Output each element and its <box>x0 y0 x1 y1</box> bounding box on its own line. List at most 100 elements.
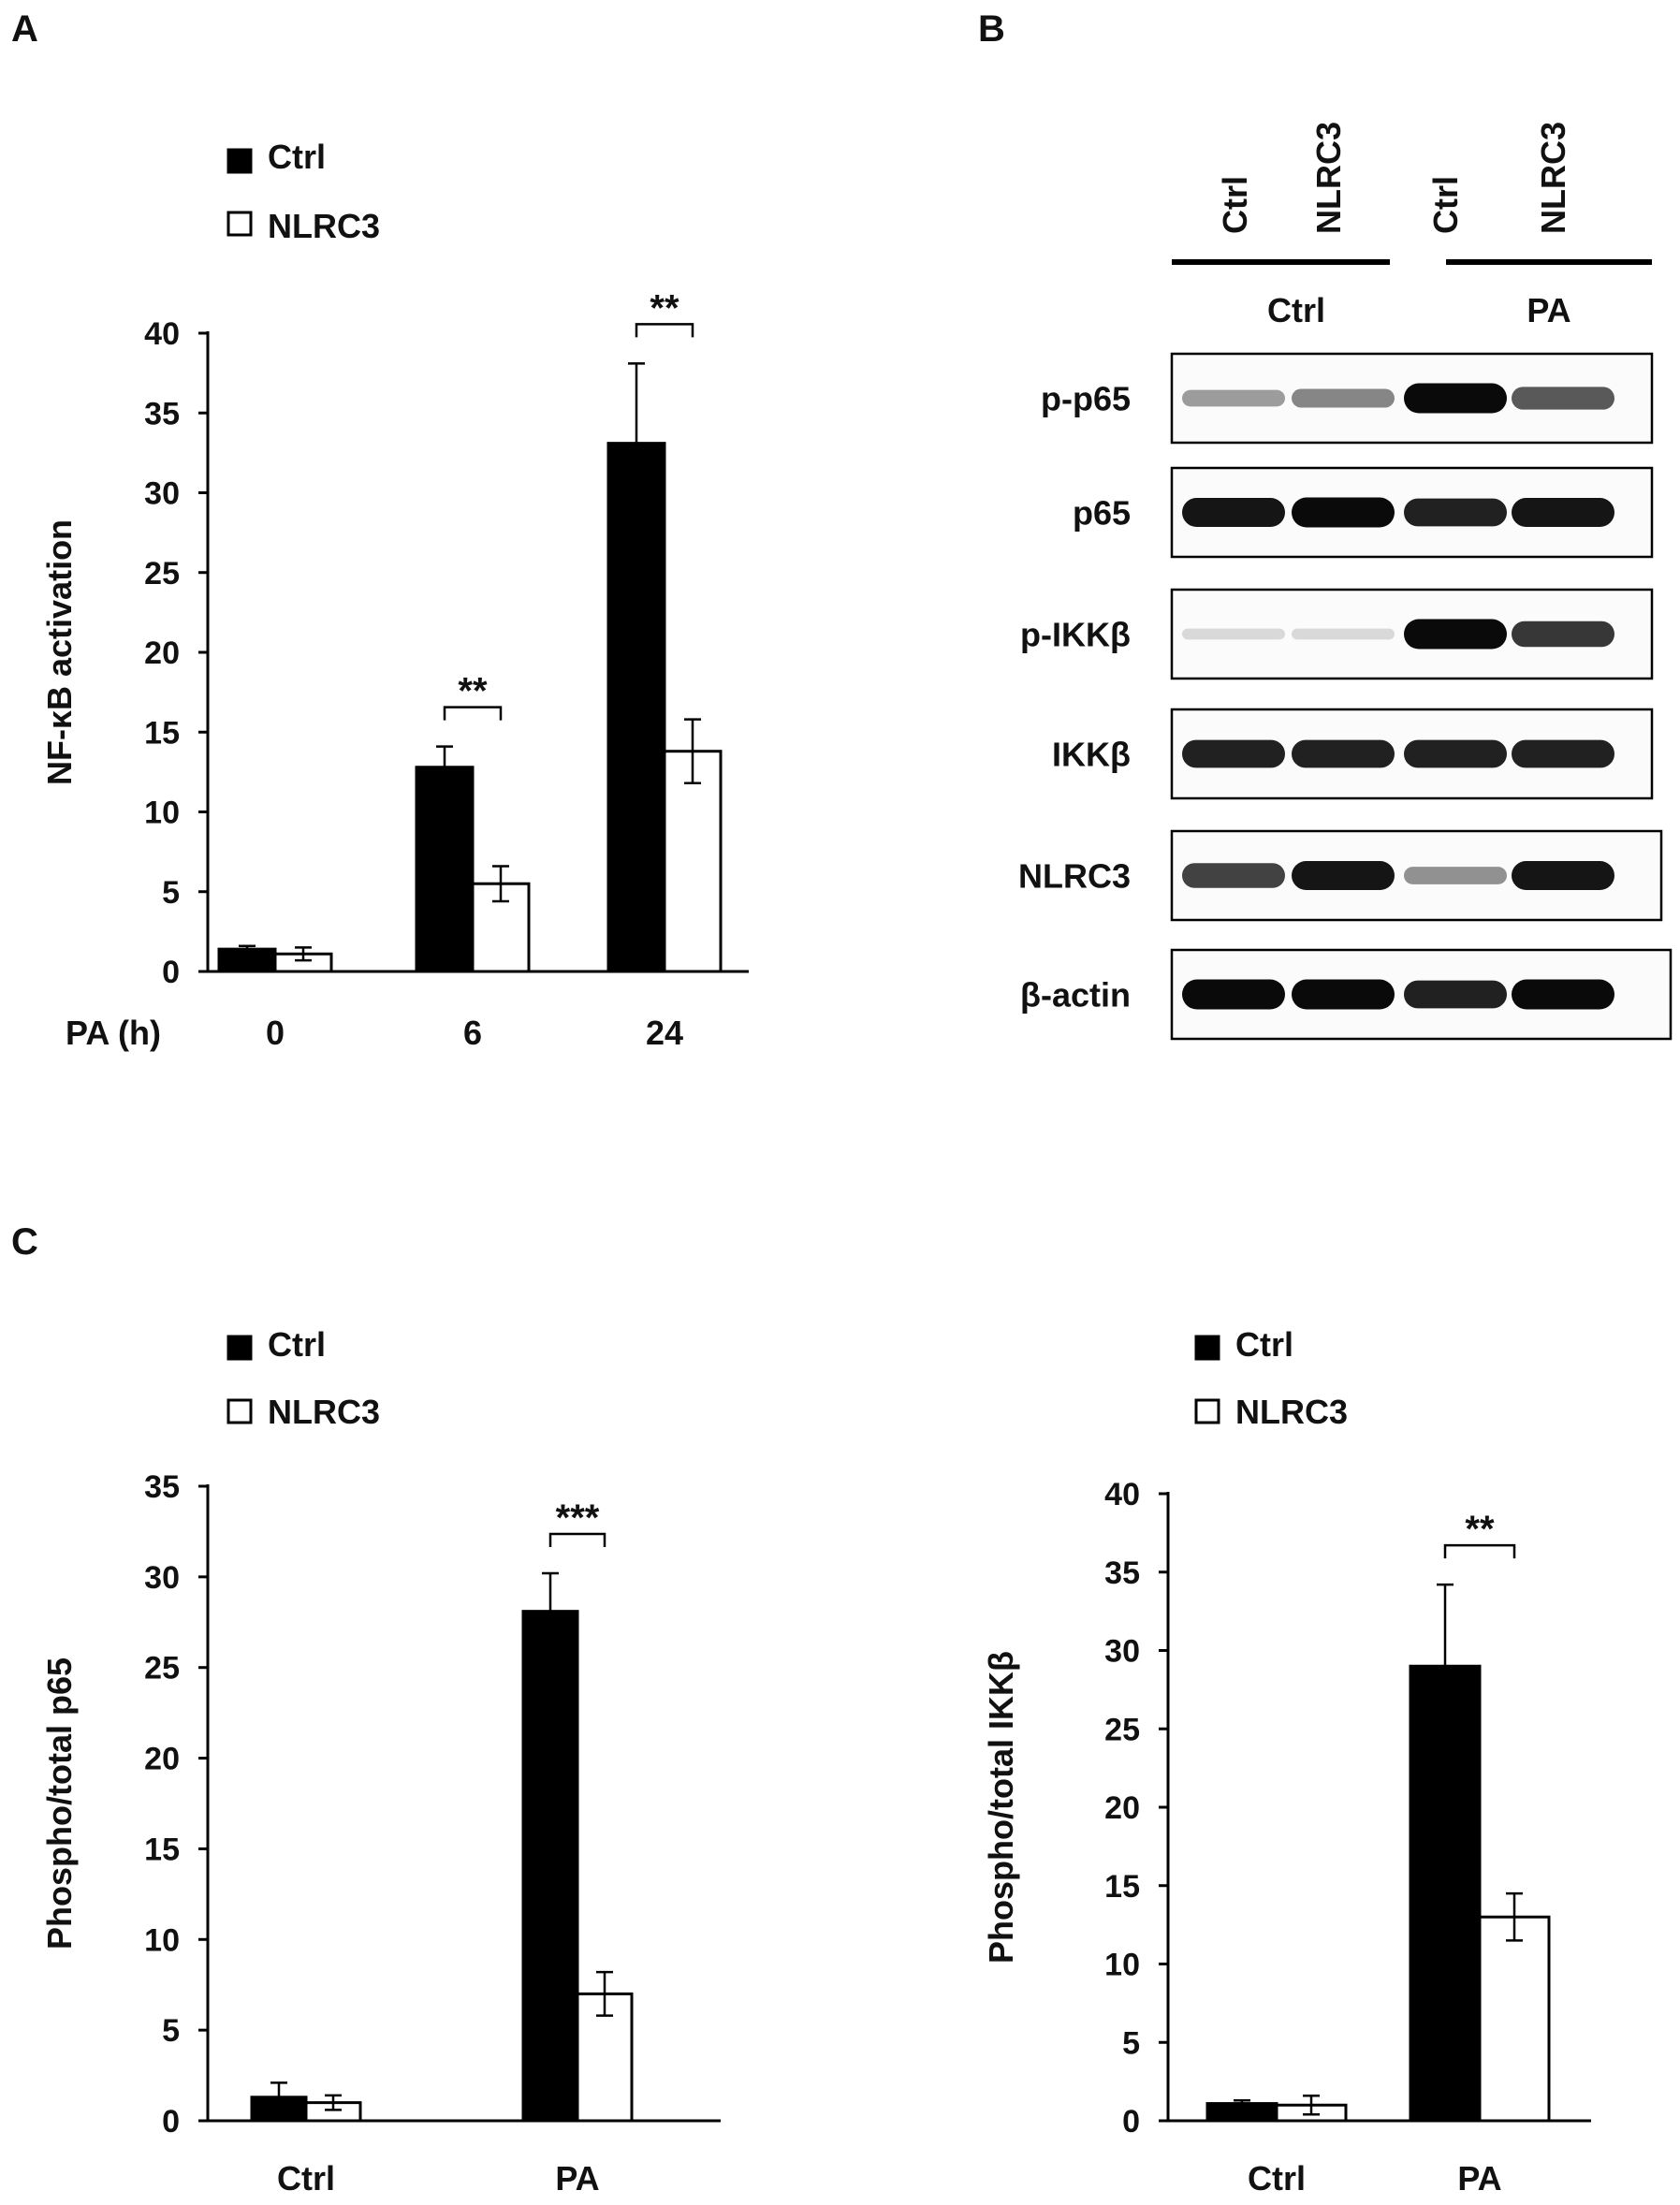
blot-label: β-actin <box>1020 976 1131 1015</box>
legend-swatch-ctrl <box>226 1335 253 1361</box>
lane-label: NLRC3 <box>1309 122 1348 234</box>
x-tick-label: Ctrl <box>1248 2159 1306 2198</box>
y-axis-label: NF-κB activation <box>40 519 79 785</box>
legend-a: Ctrl NLRC3 <box>226 138 380 245</box>
y-tick-label: 40 <box>1104 1477 1140 1512</box>
blot-band <box>1182 739 1285 768</box>
bar-ctrl <box>521 1610 579 2123</box>
y-tick-label: 5 <box>1122 2025 1140 2061</box>
blot-band <box>1292 628 1395 640</box>
y-tick-label: 25 <box>1104 1712 1140 1747</box>
y-tick-label: 30 <box>1104 1634 1140 1670</box>
y-tick-label: 0 <box>162 2104 180 2139</box>
y-tick-label: 20 <box>1104 1790 1140 1826</box>
x-tick-label: Ctrl <box>277 2159 335 2198</box>
y-tick-label: 30 <box>144 1560 180 1596</box>
bar-nlrc3 <box>1478 1915 1551 2123</box>
x-tick-label: 24 <box>646 1014 683 1052</box>
lane-label: Ctrl <box>1426 176 1465 234</box>
western-blot-panel: Ctrl NLRC3 Ctrl NLRC3 Ctrl PA p-p65 p65 p-IKKβ IK… <box>1018 122 1673 1041</box>
y-tick-label: 5 <box>162 2013 180 2049</box>
legend-swatch-ctrl <box>1194 1335 1220 1361</box>
y-tick-label: 20 <box>144 635 180 671</box>
y-tick-label: 25 <box>144 1651 180 1687</box>
y-tick-label: 35 <box>1104 1555 1140 1591</box>
y-tick-label: 25 <box>144 556 180 591</box>
blot-band <box>1404 980 1507 1009</box>
lane-label: Ctrl <box>1216 176 1254 234</box>
legend-c-right: Ctrl NLRC3 <box>1194 1325 1348 1431</box>
legend-c-left: Ctrl NLRC3 <box>226 1325 380 1431</box>
chart-phospho-p65: 0 5 10 15 20 25 30 35 Phospho/total p65 Ctrl PA *** <box>40 1469 721 2198</box>
blot-band <box>1182 389 1285 407</box>
legend-label-ctrl: Ctrl <box>268 1325 326 1364</box>
legend-swatch-ctrl <box>226 148 253 174</box>
blot-band <box>1292 497 1395 528</box>
blot-band <box>1512 861 1614 890</box>
x-tick-label: 0 <box>266 1014 285 1052</box>
significance-bracket <box>548 1532 606 1547</box>
y-tick-label: 20 <box>144 1742 180 1777</box>
significance-label: *** <box>556 1497 600 1539</box>
y-tick-label: 35 <box>144 1469 180 1505</box>
legend-label-nlrc3: NLRC3 <box>1235 1393 1348 1431</box>
blot-band <box>1292 979 1395 1010</box>
blot-band <box>1512 387 1614 410</box>
blot-label: p-p65 <box>1041 380 1131 418</box>
panel-label-a: A <box>11 8 38 50</box>
y-tick-label: 0 <box>1122 2104 1140 2139</box>
group-label-pa: PA <box>1527 291 1570 329</box>
y-tick-label: 35 <box>144 396 180 431</box>
blot-label: IKKβ <box>1052 736 1131 774</box>
significance-label: ** <box>650 287 679 329</box>
blot-band <box>1512 621 1614 648</box>
blot-band <box>1182 628 1285 640</box>
x-axis-label: PA (h) <box>66 1014 161 1052</box>
blot-band <box>1182 979 1285 1010</box>
blot-band <box>1404 739 1507 768</box>
blot-band <box>1404 383 1507 414</box>
blot-band <box>1404 498 1507 527</box>
legend-swatch-nlrc3 <box>226 211 253 237</box>
x-tick-label: PA <box>555 2159 599 2198</box>
blot-band <box>1512 498 1614 527</box>
bar-ctrl <box>606 442 666 973</box>
blot-band <box>1404 619 1507 650</box>
blot-label: NLRC3 <box>1018 857 1131 896</box>
legend-label-nlrc3: NLRC3 <box>268 1393 380 1431</box>
blot-band <box>1512 979 1614 1010</box>
significance-label: ** <box>458 671 488 712</box>
blot-band <box>1292 739 1395 768</box>
y-axis-label: Phospho/total p65 <box>40 1657 79 1949</box>
chart-phospho-ikkb: 0 5 10 15 20 25 30 35 40 Phospho/total IKKβ Ctrl PA… <box>982 1477 1591 2198</box>
legend-label-nlrc3: NLRC3 <box>268 207 380 245</box>
blot-band <box>1404 867 1507 884</box>
panel-label-c: C <box>11 1221 38 1263</box>
y-tick-label: 0 <box>162 955 180 990</box>
y-tick-label: 15 <box>144 1832 180 1867</box>
legend-label-ctrl: Ctrl <box>1235 1325 1293 1364</box>
legend-swatch-nlrc3 <box>1194 1398 1220 1424</box>
group-label-ctrl: Ctrl <box>1267 291 1325 329</box>
y-axis-label: Phospho/total IKKβ <box>982 1651 1020 1964</box>
bar-ctrl <box>415 766 475 973</box>
panel-label-b: B <box>978 8 1005 50</box>
blot-label: p65 <box>1073 494 1131 533</box>
blot-band <box>1292 388 1395 408</box>
significance-bracket <box>443 706 503 721</box>
y-tick-label: 10 <box>1104 1948 1140 1983</box>
y-tick-label: 40 <box>144 316 180 352</box>
significance-bracket <box>635 323 694 338</box>
y-tick-label: 10 <box>144 1922 180 1958</box>
y-tick-label: 5 <box>162 875 180 911</box>
significance-bracket <box>1443 1543 1516 1559</box>
legend-swatch-nlrc3 <box>226 1398 253 1424</box>
blot-band <box>1182 863 1285 888</box>
y-tick-label: 15 <box>1104 1869 1140 1905</box>
blot-label: p-IKKβ <box>1020 616 1131 654</box>
significance-label: ** <box>1465 1509 1495 1550</box>
x-tick-label: PA <box>1457 2159 1501 2198</box>
y-tick-label: 30 <box>144 476 180 512</box>
